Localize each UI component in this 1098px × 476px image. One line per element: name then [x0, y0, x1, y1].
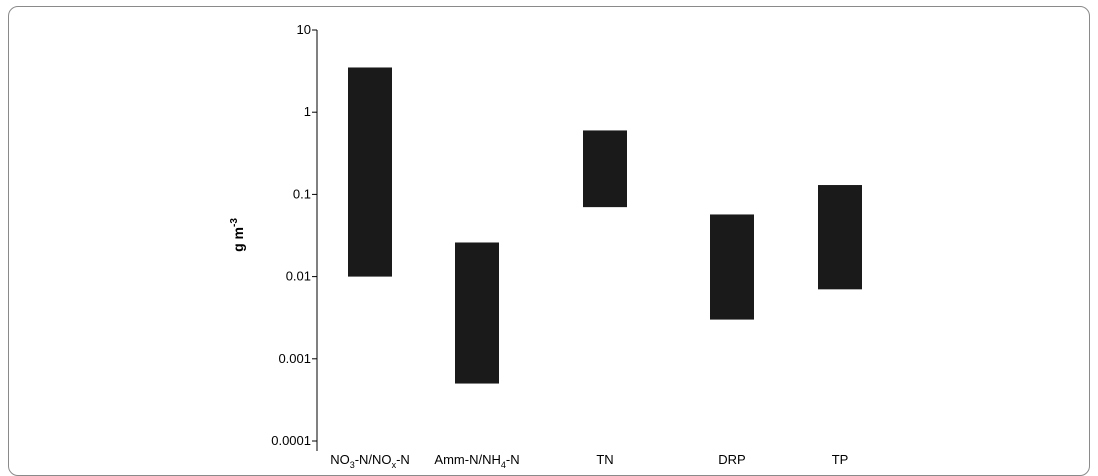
y-tick-label: 0.01: [286, 269, 311, 284]
range-bar: [348, 67, 392, 277]
x-category-label: TN: [596, 452, 613, 467]
y-axis-label: g m-3: [229, 218, 246, 252]
bars: [348, 67, 862, 384]
y-tick-label: 0.001: [278, 351, 311, 366]
y-tick-label: 10: [297, 22, 311, 37]
x-category-label: NO3-N/NOx-N: [330, 452, 410, 468]
range-bar: [710, 214, 754, 320]
labels: 10 1 0.1 0.01 0.001 0.0001 g m-3 NO3-N/NOx-N Amm…: [229, 22, 848, 468]
y-tick-label: 0.1: [293, 186, 311, 201]
x-category-label: DRP: [718, 452, 745, 467]
y-tick-label: 0.0001: [271, 433, 311, 448]
range-bar: [818, 185, 862, 290]
y-tick-label: 1: [304, 104, 311, 119]
range-bar: [455, 242, 499, 384]
range-bar: [583, 130, 627, 208]
x-category-label: TP: [832, 452, 849, 467]
axes: [312, 29, 318, 451]
x-category-label: Amm-N/NH4-N: [434, 452, 519, 468]
